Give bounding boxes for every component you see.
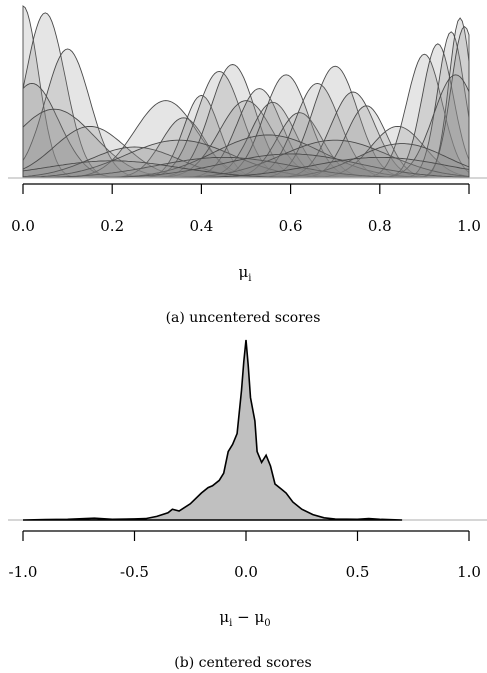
panel-a-x-axis: 0.0 0.2 0.4 0.6 0.8 1.0	[11, 184, 481, 235]
panel-b-tick-label: 0.0	[234, 563, 258, 581]
panel-b-tick-label: 1.0	[457, 563, 481, 581]
panel-b-tick-label: -1.0	[9, 563, 38, 581]
panel-a-caption: (a) uncentered scores	[166, 310, 321, 326]
panel-a-tick-label: 0.8	[368, 217, 392, 235]
panel-a-tick-label: 0.6	[279, 217, 303, 235]
panel-a-tick-label: 0.2	[100, 217, 124, 235]
panel-b-tick-label: -0.5	[120, 563, 149, 581]
panel-b-caption: (b) centered scores	[174, 655, 311, 671]
panel-a: 0.0 0.2 0.4 0.6 0.8 1.0 μi (a) uncentered sco…	[8, 6, 487, 326]
panel-b-density-curve	[23, 340, 402, 520]
panel-b-x-axis-label: μi − μ0	[219, 608, 270, 629]
panel-b-tick-label: 0.5	[346, 563, 370, 581]
panel-a-tick-label: 1.0	[457, 217, 481, 235]
panel-b: -1.0 -0.5 0.0 0.5 1.0 μi − μ0 (b) centered s…	[8, 340, 487, 671]
panel-a-density-curves	[23, 6, 469, 178]
panel-a-tick-label: 0.4	[189, 217, 213, 235]
panel-a-tick-label: 0.0	[11, 217, 35, 235]
panel-a-x-axis-label: μi	[239, 263, 252, 284]
panel-b-x-axis: -1.0 -0.5 0.0 0.5 1.0	[9, 531, 481, 581]
